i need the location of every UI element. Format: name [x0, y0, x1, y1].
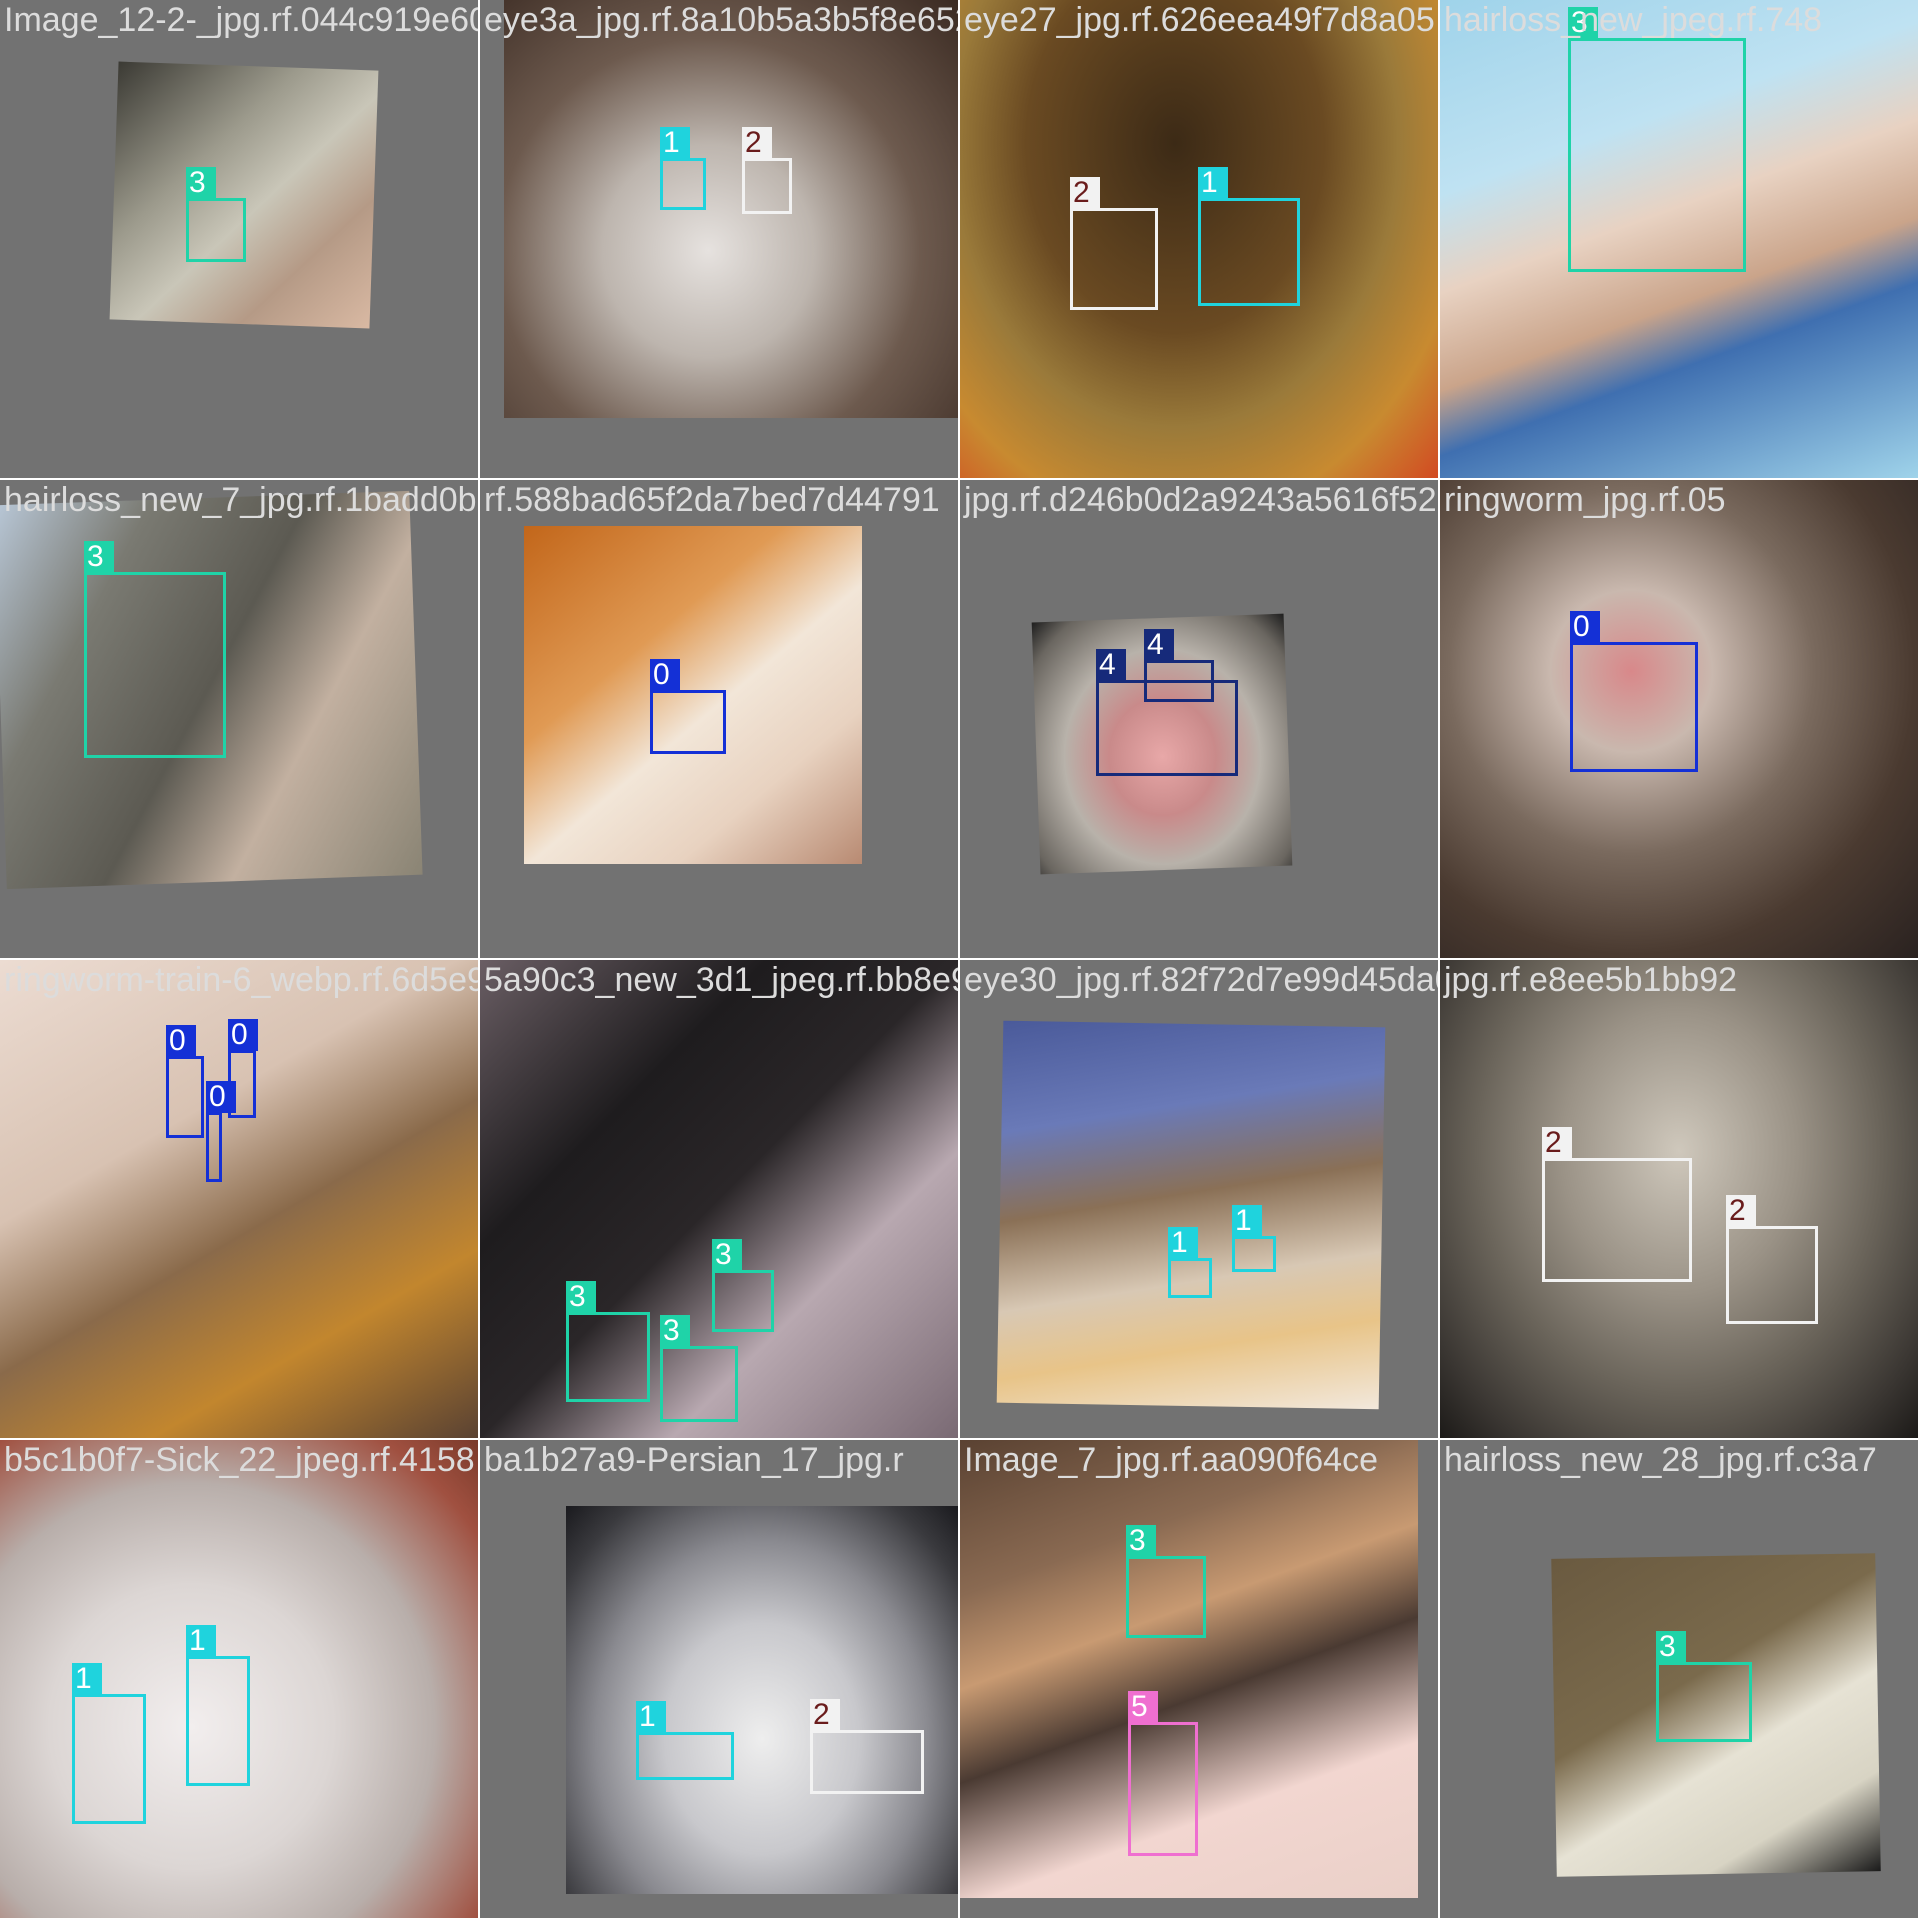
class-label: 3: [84, 541, 114, 573]
class-label: 0: [228, 1019, 258, 1051]
image-filename: rf.588bad65f2da7bed7d44791: [484, 480, 940, 522]
class-label: 4: [1144, 629, 1174, 661]
tile-12: 2 2 jpg.rf.e8ee5b1bb92: [1440, 960, 1918, 1438]
bounding-box: 1: [186, 1656, 250, 1786]
image-filename: Image_7_jpg.rf.aa090f64ce: [964, 1440, 1378, 1482]
bounding-box: 3: [566, 1312, 650, 1402]
tile-5: 3 hairloss_new_7_jpg.rf.1badd0ba4c8024bb…: [0, 480, 478, 958]
bounding-box: 2: [810, 1730, 924, 1794]
class-label: 1: [1198, 167, 1228, 199]
image-filename: ringworm_jpg.rf.05: [1444, 480, 1726, 522]
cat-photo: [504, 0, 958, 418]
bounding-box: 3: [660, 1346, 738, 1422]
class-label: 0: [650, 659, 680, 691]
image-filename: hairloss_new_jpeg.rf.748: [1444, 0, 1822, 42]
class-label: 2: [742, 127, 772, 159]
tile-3: 2 1 eye27_jpg.rf.626eea49f7d8a05: [960, 0, 1438, 478]
bounding-box: 2: [742, 158, 792, 214]
class-label: 3: [1656, 1631, 1686, 1663]
class-label: 3: [660, 1315, 690, 1347]
cat-photo: [997, 1021, 1386, 1410]
bounding-box: 2: [1070, 208, 1158, 310]
bounding-box: 1: [1198, 198, 1300, 306]
class-label: 0: [1570, 611, 1600, 643]
image-filename: hairloss_new_7_jpg.rf.1badd0ba4c8024bb7d: [4, 480, 478, 522]
tile-7: 4 4 jpg.rf.d246b0d2a9243a5616f52747041b: [960, 480, 1438, 958]
tile-11: 1 1 eye30_jpg.rf.82f72d7e99d45da0644: [960, 960, 1438, 1438]
image-filename: ringworm-train-6_webp.rf.6d5e90b: [4, 960, 478, 1002]
class-label: 2: [810, 1699, 840, 1731]
tile-8: 0 ringworm_jpg.rf.05: [1440, 480, 1918, 958]
class-label: 2: [1070, 177, 1100, 209]
bounding-box: 4: [1144, 660, 1214, 702]
image-filename: ba1b27a9-Persian_17_jpg.r: [484, 1440, 904, 1482]
bounding-box: 2: [1726, 1226, 1818, 1324]
tile-15: 3 5 Image_7_jpg.rf.aa090f64ce: [960, 1440, 1438, 1918]
bounding-box: 1: [72, 1694, 146, 1824]
bounding-box: 3: [712, 1270, 774, 1332]
image-filename: hairloss_new_28_jpg.rf.c3a7: [1444, 1440, 1877, 1482]
bounding-box: 3: [186, 198, 246, 262]
tile-4: 3 hairloss_new_jpeg.rf.748: [1440, 0, 1918, 478]
bounding-box: 2: [1542, 1158, 1692, 1282]
image-filename: 5a90c3_new_3d1_jpeg.rf.bb8e99d0f5c1: [484, 960, 958, 1002]
image-filename: eye27_jpg.rf.626eea49f7d8a05: [964, 0, 1435, 42]
image-filename: eye3a_jpg.rf.8a10b5a3b5f8e6527: [484, 0, 958, 42]
bounding-box: 1: [660, 158, 706, 210]
tile-16: 3 hairloss_new_28_jpg.rf.c3a7: [1440, 1440, 1918, 1918]
bounding-box: 3: [84, 572, 226, 758]
bounding-box: 1: [636, 1732, 734, 1780]
tile-1: 3 Image_12-2-_jpg.rf.044c919e6031: [0, 0, 478, 478]
bounding-box: 0: [206, 1112, 222, 1182]
class-label: 1: [1168, 1227, 1198, 1259]
class-label: 1: [1232, 1205, 1262, 1237]
cat-photo: [566, 1506, 958, 1894]
bounding-box: 0: [650, 690, 726, 754]
tile-10: 3 3 3 5a90c3_new_3d1_jpeg.rf.bb8e99d0f5c…: [480, 960, 958, 1438]
class-label: 3: [186, 167, 216, 199]
image-filename: b5c1b0f7-Sick_22_jpeg.rf.4158: [4, 1440, 475, 1482]
bounding-box: 1: [1232, 1236, 1276, 1272]
bounding-box: 0: [1570, 642, 1698, 772]
class-label: 1: [72, 1663, 102, 1695]
tile-6: 0 rf.588bad65f2da7bed7d44791: [480, 480, 958, 958]
class-label: 5: [1128, 1691, 1158, 1723]
class-label: 1: [660, 127, 690, 159]
tile-14: 1 2 ba1b27a9-Persian_17_jpg.r: [480, 1440, 958, 1918]
cat-photo: [110, 62, 379, 329]
bounding-box: 3: [1568, 38, 1746, 272]
tile-13: 1 1 b5c1b0f7-Sick_22_jpeg.rf.4158: [0, 1440, 478, 1918]
class-label: 1: [636, 1701, 666, 1733]
class-label: 3: [1126, 1525, 1156, 1557]
tile-9: 0 0 0 ringworm-train-6_webp.rf.6d5e90b: [0, 960, 478, 1438]
bounding-box: 3: [1126, 1556, 1206, 1638]
image-filename: eye30_jpg.rf.82f72d7e99d45da0644: [964, 960, 1438, 1002]
class-label: 3: [566, 1281, 596, 1313]
bounding-box: 0: [166, 1056, 204, 1138]
class-label: 0: [206, 1081, 236, 1113]
image-filename: jpg.rf.e8ee5b1bb92: [1444, 960, 1737, 1002]
bounding-box: 5: [1128, 1722, 1198, 1856]
class-label: 4: [1096, 649, 1126, 681]
bounding-box: 1: [1168, 1258, 1212, 1298]
class-label: 2: [1726, 1195, 1756, 1227]
image-filename: Image_12-2-_jpg.rf.044c919e6031: [4, 0, 478, 42]
tile-2: 1 2 eye3a_jpg.rf.8a10b5a3b5f8e6527: [480, 0, 958, 478]
image-filename: jpg.rf.d246b0d2a9243a5616f52747041b: [964, 480, 1438, 522]
class-label: 0: [166, 1025, 196, 1057]
class-label: 1: [186, 1625, 216, 1657]
class-label: 3: [712, 1239, 742, 1271]
bounding-box: 3: [1656, 1662, 1752, 1742]
class-label: 2: [1542, 1127, 1572, 1159]
